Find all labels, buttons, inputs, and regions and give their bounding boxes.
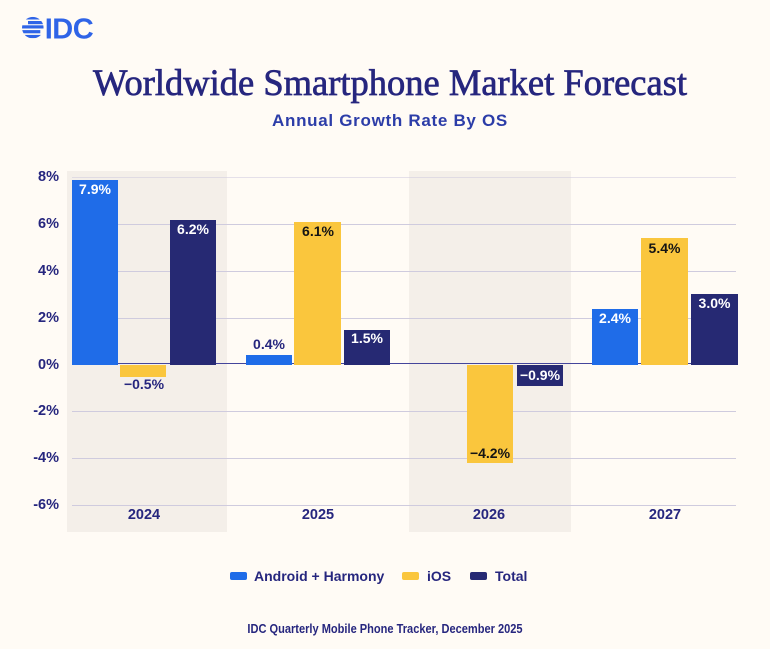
svg-text:IDC: IDC — [45, 16, 94, 39]
